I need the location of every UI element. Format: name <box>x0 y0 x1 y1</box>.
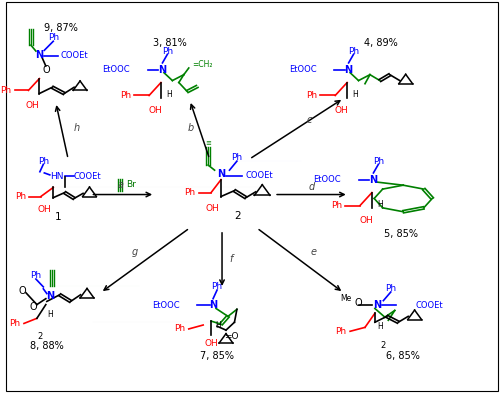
Text: Ph: Ph <box>212 283 222 291</box>
Text: N: N <box>344 64 352 75</box>
Text: h: h <box>74 123 80 133</box>
Text: Br: Br <box>126 180 136 189</box>
Text: Ph: Ph <box>385 285 396 293</box>
Text: Ph: Ph <box>336 327 346 336</box>
Text: EtOOC: EtOOC <box>288 65 316 74</box>
Text: 8, 88%: 8, 88% <box>30 341 64 351</box>
Text: ≡: ≡ <box>205 140 211 147</box>
Text: COOEt: COOEt <box>73 172 101 180</box>
Text: N: N <box>209 300 217 310</box>
Text: Ph: Ph <box>162 47 173 55</box>
Text: OH: OH <box>148 106 162 114</box>
Text: f: f <box>230 254 232 264</box>
Text: O: O <box>30 301 37 312</box>
Text: COOEt: COOEt <box>60 51 88 60</box>
Text: EtOOC: EtOOC <box>314 175 341 184</box>
Text: OH: OH <box>334 106 348 114</box>
Text: N: N <box>46 291 54 301</box>
Text: N: N <box>370 174 378 185</box>
Text: 2: 2 <box>380 342 386 350</box>
Text: EtOOC: EtOOC <box>102 65 130 74</box>
Text: HN: HN <box>50 172 64 180</box>
Text: 9, 87%: 9, 87% <box>44 23 78 33</box>
Text: 4, 89%: 4, 89% <box>364 38 398 48</box>
Text: g: g <box>132 246 138 257</box>
Text: H: H <box>352 90 358 99</box>
Text: b: b <box>188 123 194 133</box>
Text: 3, 81%: 3, 81% <box>153 38 187 48</box>
Text: Ph: Ph <box>306 91 317 100</box>
Text: H: H <box>215 321 221 329</box>
Text: Ph: Ph <box>348 47 359 55</box>
Text: O: O <box>18 286 26 296</box>
Text: 2: 2 <box>234 211 241 221</box>
Text: H: H <box>166 90 172 99</box>
Text: Ph: Ph <box>330 201 342 210</box>
Text: H: H <box>47 310 52 319</box>
Text: e: e <box>311 246 317 257</box>
Text: OH: OH <box>204 340 218 348</box>
Text: Ph: Ph <box>184 188 196 197</box>
Text: 1: 1 <box>55 212 62 222</box>
Text: Ph: Ph <box>373 157 384 165</box>
Text: Ph: Ph <box>0 86 12 95</box>
Text: H: H <box>377 322 383 331</box>
Text: Ph: Ph <box>10 319 20 328</box>
Text: OH: OH <box>359 216 373 224</box>
Text: EtOOC: EtOOC <box>152 301 180 310</box>
Text: COOEt: COOEt <box>246 171 273 180</box>
Text: c: c <box>306 115 312 125</box>
Text: Ph: Ph <box>174 325 186 333</box>
Text: Ph: Ph <box>48 33 59 42</box>
Text: Ph: Ph <box>16 192 26 201</box>
Text: Ph: Ph <box>232 153 242 162</box>
Text: 2: 2 <box>38 332 43 341</box>
Text: OH: OH <box>26 101 40 110</box>
Text: O: O <box>42 65 50 75</box>
Text: a: a <box>118 180 124 190</box>
Text: OH: OH <box>38 205 51 214</box>
Text: O: O <box>354 298 362 308</box>
Text: 7, 85%: 7, 85% <box>200 351 234 361</box>
Text: Me: Me <box>340 294 351 303</box>
Text: N: N <box>36 50 44 60</box>
Text: Ph: Ph <box>120 91 131 100</box>
Text: 5, 85%: 5, 85% <box>384 229 418 239</box>
Text: 6, 85%: 6, 85% <box>386 351 420 361</box>
Text: =O: =O <box>224 332 238 341</box>
Text: d: d <box>308 182 314 193</box>
Text: =CH₂: =CH₂ <box>192 60 212 68</box>
Text: Ph: Ph <box>38 157 49 165</box>
Text: OH: OH <box>205 204 219 213</box>
Text: N: N <box>373 300 381 310</box>
Text: H: H <box>377 200 383 209</box>
Text: N: N <box>217 169 225 179</box>
Text: COOEt: COOEt <box>416 301 443 310</box>
Text: Ph: Ph <box>30 271 42 279</box>
Text: N: N <box>158 64 166 75</box>
